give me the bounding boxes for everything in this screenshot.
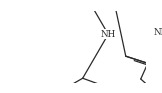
Text: NH: NH: [154, 28, 162, 37]
Text: NH: NH: [101, 30, 116, 39]
